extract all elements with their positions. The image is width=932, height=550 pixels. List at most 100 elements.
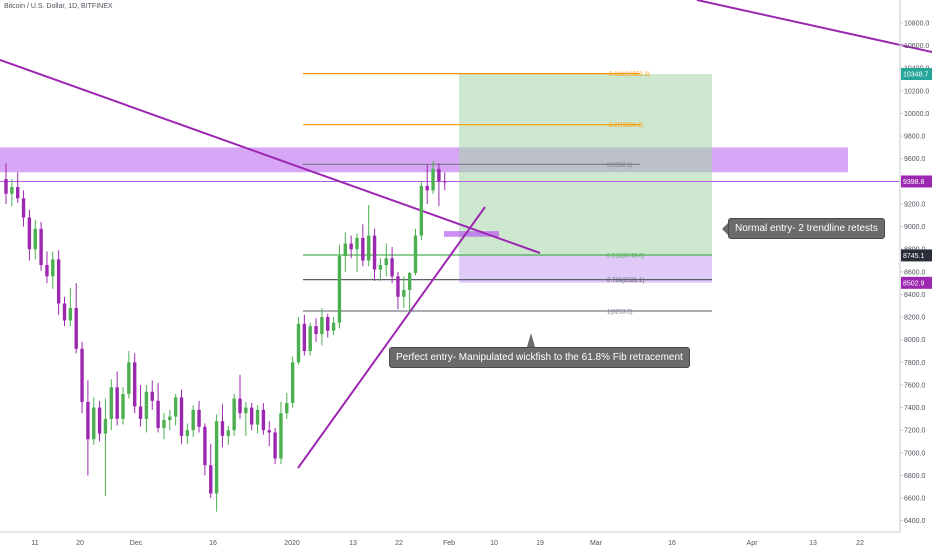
- candle-body: [214, 421, 219, 494]
- longterm-trendline: [696, 0, 932, 53]
- price-label-text: 8745.1: [903, 253, 925, 260]
- normal-entry-text: Normal entry- 2 trendline retests: [735, 223, 878, 234]
- candle-body: [326, 317, 330, 331]
- candle-body: [185, 430, 190, 436]
- perfect-entry-text: Perfect entry- Manipulated wickfish to t…: [396, 352, 683, 363]
- candle-body: [133, 362, 137, 407]
- price-label-text: 8502.9: [903, 280, 925, 287]
- price-label-tag: [901, 175, 932, 188]
- price-tick-label: 10200.0: [904, 88, 929, 95]
- candle-body: [144, 391, 149, 419]
- candle-body: [39, 228, 43, 266]
- price-label-tag: [901, 276, 932, 289]
- candle-body: [232, 398, 236, 431]
- candles-layer: [4, 160, 447, 512]
- candle-body: [273, 432, 277, 459]
- price-tick-label: 9600.0: [904, 156, 926, 163]
- callout-arrow-icon: [722, 223, 728, 235]
- candle-body: [97, 407, 102, 434]
- ascending-trendline: [297, 206, 486, 469]
- candle-body: [290, 362, 295, 404]
- price-tick-label: 7800.0: [904, 360, 926, 367]
- candle-body: [179, 397, 184, 436]
- time-tick-label: Apr: [747, 540, 759, 547]
- candle-body: [10, 186, 14, 194]
- candle-body: [197, 409, 201, 427]
- candle-body: [103, 418, 108, 434]
- candle-body: [343, 243, 347, 256]
- time-tick-label: Dec: [130, 540, 143, 547]
- candle-body: [431, 168, 435, 191]
- fib-label: -0.27(9900.8): [607, 123, 643, 129]
- time-tick-label: 13: [349, 540, 357, 547]
- fib-label: 0(9550.6): [607, 163, 633, 169]
- time-tick-label: 16: [668, 540, 676, 547]
- candle-body: [220, 421, 225, 436]
- time-axis[interactable]: 11 20 Dec 16 2020 13 22 Feb 10 19 Mar 16 Apr 13 22: [0, 531, 900, 547]
- candle-body: [279, 413, 283, 459]
- candle-body: [51, 259, 55, 277]
- zones-layer: [0, 74, 900, 283]
- candle-body: [437, 168, 441, 182]
- price-label-tag: [901, 249, 932, 262]
- candle-body: [244, 407, 248, 414]
- candle-body: [367, 235, 371, 261]
- price-tick-label: 9000.0: [904, 224, 926, 231]
- time-tick-label: 22: [856, 540, 864, 547]
- chart-title: Bitcoin / U.S. Dollar, 1D, BITFINEX: [4, 3, 113, 10]
- price-label-text: 10348.7: [903, 72, 928, 79]
- candle-body: [378, 265, 383, 270]
- price-axis[interactable]: 6400.0 6600.0 6800.0 7000.0 7200.0 7400.0 7600…: [899, 0, 932, 532]
- candle-body: [331, 322, 336, 331]
- price-tick-label: 8200.0: [904, 315, 926, 322]
- candle-body: [372, 235, 377, 270]
- candle-body: [92, 407, 96, 440]
- fib-layer: -0.618(10352.3) -0.27(9900.8) 0(9550.6) 0.6…: [303, 72, 712, 316]
- candle-body: [191, 409, 195, 431]
- resistance-zone: [0, 147, 848, 173]
- candle-body: [121, 393, 125, 419]
- candle-body: [115, 387, 119, 419]
- time-tick-label: 19: [536, 540, 544, 547]
- perfect-entry-callout: Perfect entry- Manipulated wickfish to t…: [389, 333, 690, 368]
- price-tick-label: 7400.0: [904, 405, 926, 412]
- candle-body: [138, 406, 143, 419]
- time-tick-label: 16: [209, 540, 217, 547]
- time-tick-label: 10: [490, 540, 498, 547]
- candle-body: [337, 255, 342, 323]
- price-tick-label: 7200.0: [904, 428, 926, 435]
- price-tick-label: 10600.0: [904, 43, 929, 50]
- price-tick-label: 7000.0: [904, 450, 926, 457]
- price-tick-label: 10000.0: [904, 111, 929, 118]
- candle-body: [21, 198, 26, 218]
- candle-body: [413, 235, 418, 273]
- price-tick-label: 8400.0: [904, 292, 926, 299]
- candle-body: [314, 326, 318, 335]
- fib-label: 1(8253.5): [607, 310, 633, 316]
- candle-body: [74, 308, 78, 349]
- price-tick-label: 9800.0: [904, 134, 926, 141]
- fib-label: -0.618(10352.3): [607, 72, 650, 78]
- price-label-tag: [901, 68, 932, 81]
- candle-body: [27, 217, 32, 250]
- price-tick-label: 9200.0: [904, 201, 926, 208]
- time-tick-label: Feb: [443, 540, 455, 547]
- candle-body: [4, 179, 8, 194]
- time-tick-label: 22: [395, 540, 403, 547]
- candle-body: [402, 289, 406, 297]
- candle-body: [425, 185, 429, 191]
- candle-body: [443, 181, 447, 183]
- time-tick-label: 20: [76, 540, 84, 547]
- price-tick-label: 8000.0: [904, 337, 926, 344]
- candle-body: [168, 416, 172, 421]
- time-tick-label: Mar: [590, 540, 603, 547]
- fib-label: 0.786(8531.1): [607, 278, 644, 284]
- candle-body: [407, 272, 412, 290]
- price-tick-label: 6400.0: [904, 518, 926, 525]
- entry-marker-zone: [444, 231, 499, 237]
- candle-body: [173, 397, 178, 417]
- time-tick-label: 2020: [284, 540, 300, 547]
- time-tick-label: 11: [31, 540, 38, 547]
- candle-body: [238, 398, 242, 414]
